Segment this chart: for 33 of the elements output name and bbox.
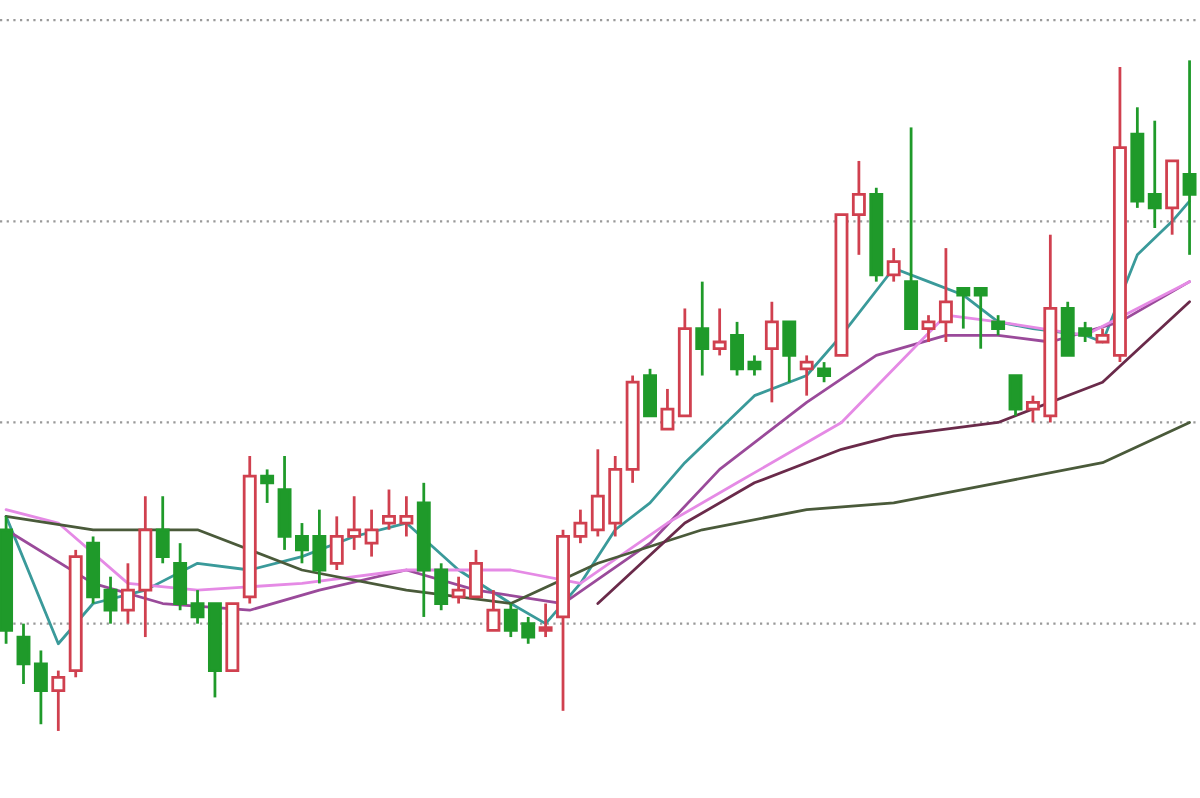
candlestick: [1182, 58, 1197, 257]
candlestick: [190, 588, 205, 626]
candlestick: [886, 246, 901, 284]
candlestick: [643, 367, 657, 418]
candlestick: [155, 494, 170, 565]
candlestick: [764, 300, 779, 404]
candlestick: [1008, 374, 1023, 418]
candlestick: [538, 602, 553, 639]
candlestick: [730, 320, 745, 377]
candlestick: [817, 360, 832, 384]
candlestick: [712, 307, 727, 357]
candlestick: [799, 354, 814, 398]
candlestick: [938, 246, 953, 344]
candlestick: [51, 669, 66, 733]
candlestick: [991, 313, 1006, 337]
candlestick: [921, 313, 936, 344]
candlestick: [851, 159, 866, 257]
candlestick: [103, 575, 118, 626]
candlestick: [260, 468, 275, 505]
candlestick: [973, 286, 988, 351]
candlestick: [782, 320, 797, 384]
candlestick: [695, 280, 710, 377]
candlestick: [956, 286, 971, 330]
candlestick: [1165, 159, 1180, 237]
candlestick: [660, 387, 675, 431]
candlestick: [173, 541, 188, 612]
candlestick: [364, 508, 379, 558]
candlestick: [486, 588, 501, 632]
candlestick: [904, 126, 919, 330]
candlestick: [1147, 119, 1162, 230]
candlestick: [33, 649, 48, 726]
candlestick: [16, 622, 31, 686]
candlestick: [747, 354, 762, 377]
